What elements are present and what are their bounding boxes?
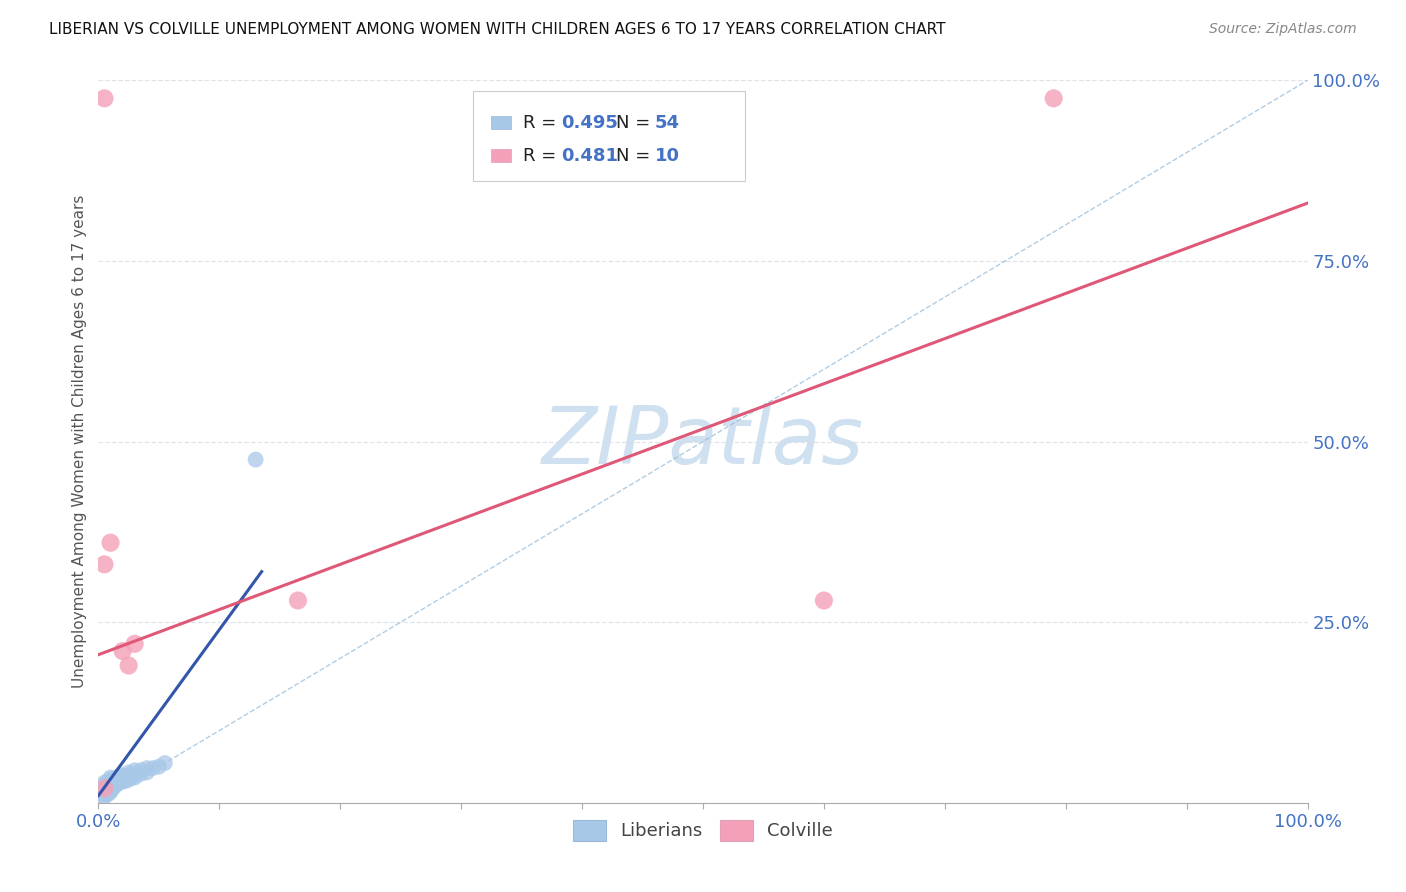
Point — [105, 772, 128, 787]
Point — [108, 772, 131, 787]
Point — [93, 778, 115, 792]
Point — [148, 760, 170, 774]
Point — [114, 774, 136, 789]
Text: Source: ZipAtlas.com: Source: ZipAtlas.com — [1209, 22, 1357, 37]
Point — [101, 774, 124, 789]
Point — [118, 768, 141, 782]
Point — [93, 785, 115, 799]
Text: ZIPatlas: ZIPatlas — [541, 402, 865, 481]
Text: LIBERIAN VS COLVILLE UNEMPLOYMENT AMONG WOMEN WITH CHILDREN AGES 6 TO 17 YEARS C: LIBERIAN VS COLVILLE UNEMPLOYMENT AMONG … — [49, 22, 946, 37]
Text: 54: 54 — [655, 114, 679, 132]
Point — [1042, 91, 1064, 105]
FancyBboxPatch shape — [474, 91, 745, 181]
Point — [97, 780, 120, 794]
Point — [114, 771, 136, 785]
Text: N =: N = — [616, 114, 657, 132]
Point — [93, 91, 115, 105]
Point — [93, 558, 115, 572]
Point — [97, 781, 120, 796]
Point — [124, 764, 146, 778]
Point — [287, 593, 309, 607]
Text: R =: R = — [523, 147, 562, 165]
Point — [105, 778, 128, 792]
Point — [108, 768, 131, 782]
Point — [135, 761, 157, 775]
Point — [111, 774, 134, 789]
Point — [100, 772, 122, 787]
FancyBboxPatch shape — [492, 149, 510, 162]
Point — [111, 644, 134, 658]
Point — [100, 778, 122, 792]
Point — [111, 772, 134, 787]
Point — [100, 785, 122, 799]
Point — [97, 785, 120, 799]
Point — [813, 593, 835, 607]
Point — [101, 778, 124, 792]
Point — [129, 764, 152, 778]
Point — [124, 767, 146, 781]
Text: 0.481: 0.481 — [561, 147, 619, 165]
Point — [111, 771, 134, 785]
Point — [97, 782, 120, 797]
Point — [118, 772, 141, 787]
Point — [245, 452, 267, 467]
Point — [93, 781, 115, 796]
Point — [124, 637, 146, 651]
Point — [93, 775, 115, 789]
Point — [118, 658, 141, 673]
Point — [97, 774, 120, 789]
Point — [100, 775, 122, 789]
Point — [111, 768, 134, 782]
Text: 10: 10 — [655, 147, 679, 165]
Point — [101, 781, 124, 796]
Point — [108, 775, 131, 789]
Point — [105, 771, 128, 785]
Legend: Liberians, Colville: Liberians, Colville — [565, 813, 841, 848]
Point — [124, 771, 146, 785]
Point — [121, 771, 143, 785]
Point — [129, 767, 152, 781]
Point — [100, 771, 122, 785]
Text: R =: R = — [523, 114, 562, 132]
Point — [93, 782, 115, 797]
Point — [121, 767, 143, 781]
Point — [97, 787, 120, 801]
Y-axis label: Unemployment Among Women with Children Ages 6 to 17 years: Unemployment Among Women with Children A… — [72, 194, 87, 689]
FancyBboxPatch shape — [492, 116, 510, 128]
Point — [93, 781, 115, 796]
Point — [100, 781, 122, 796]
Point — [105, 774, 128, 789]
Point — [93, 780, 115, 794]
Point — [135, 765, 157, 780]
Point — [100, 782, 122, 797]
Text: N =: N = — [616, 147, 657, 165]
Point — [142, 761, 165, 775]
Point — [118, 765, 141, 780]
Point — [93, 790, 115, 805]
Point — [93, 789, 115, 803]
Point — [153, 756, 176, 770]
Point — [100, 535, 122, 549]
Text: 0.495: 0.495 — [561, 114, 619, 132]
Point — [100, 774, 122, 789]
